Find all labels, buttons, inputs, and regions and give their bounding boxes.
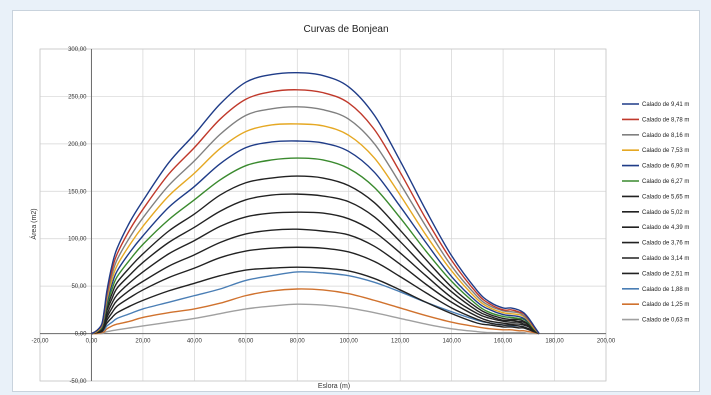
series-line: [91, 175, 540, 335]
legend-label: Calado de 9,41 m: [642, 102, 689, 108]
y-tick-labels: -50,00 0,00 50,00 100,00 150,00 200,00 250,00 3…: [68, 47, 87, 385]
x-tick-label: 40,00: [187, 339, 203, 345]
legend-label: Calado de 3,14 m: [642, 256, 689, 262]
legend-label: Calado de 4,39 m: [642, 225, 689, 231]
x-tick-label: 20,00: [135, 339, 151, 345]
y-tick-label: 50,00: [71, 284, 87, 290]
series-lines: [91, 71, 540, 335]
series-line: [91, 211, 540, 335]
legend-label: Calado de 7,53 m: [642, 148, 689, 154]
legend-label: Calado de 6,90 m: [642, 164, 689, 170]
x-tick-label: 60,00: [238, 339, 254, 345]
legend-label: Calado de 8,78 m: [642, 117, 689, 123]
legend-label: Calado de 5,65 m: [642, 194, 689, 200]
y-tick-label: 300,00: [68, 47, 87, 53]
x-tick-label: 80,00: [290, 339, 306, 345]
y-tick-label: 150,00: [68, 189, 87, 195]
x-tick-label: 160,00: [494, 339, 513, 345]
legend-label: Calado de 2,51 m: [642, 271, 689, 277]
series-line: [91, 271, 540, 335]
series-line: [91, 228, 540, 335]
plot-border: [39, 48, 607, 382]
y-tick-label: 100,00: [68, 237, 87, 243]
x-tick-label: 120,00: [391, 339, 410, 345]
y-axis-title: Área (m2): [29, 208, 38, 239]
x-tick-label: -20,00: [31, 339, 49, 345]
x-tick-label: 100,00: [340, 339, 359, 345]
x-tick-label: 0,00: [86, 339, 98, 345]
legend-label: Calado de 8,16 m: [642, 133, 689, 139]
series-line: [91, 140, 540, 335]
x-tick-label: 140,00: [442, 339, 461, 345]
series-line: [91, 266, 540, 335]
legend: Calado de 9,41 m Calado de 8,78 m Calado d…: [622, 102, 689, 324]
legend-label: Calado de 6,27 m: [642, 179, 689, 185]
x-axis-title: Eslora (m): [318, 383, 350, 390]
x-tick-label: 180,00: [545, 339, 564, 345]
y-tick-label: 0,00: [75, 332, 87, 338]
x-tick-label: 200,00: [597, 339, 616, 345]
axes: [39, 48, 607, 382]
series-line: [91, 157, 540, 335]
chart-title: Curvas de Bonjean: [303, 24, 388, 35]
series-line: [91, 193, 540, 335]
series-line: [91, 288, 540, 335]
bonjean-chart: Curvas de Bonjean -20,00 0,00 20,00 40,00 60…: [13, 11, 699, 391]
series-line: [91, 246, 540, 335]
legend-label: Calado de 1,88 m: [642, 287, 689, 293]
legend-label: Calado de 1,25 m: [642, 302, 689, 308]
legend-label: Calado de 0,63 m: [642, 318, 689, 324]
series-line: [91, 123, 540, 335]
series-line: [91, 89, 540, 335]
chart-frame: Curvas de Bonjean -20,00 0,00 20,00 40,00 60…: [12, 10, 700, 392]
series-line: [91, 106, 540, 335]
y-tick-label: 250,00: [68, 94, 87, 100]
x-tick-labels: -20,00 0,00 20,00 40,00 60,00 80,00 100,00 120,…: [31, 339, 615, 345]
series-line: [91, 303, 540, 335]
series-line: [91, 71, 540, 335]
legend-label: Calado de 3,76 m: [642, 241, 689, 247]
y-tick-label: 200,00: [68, 142, 87, 148]
legend-label: Calado de 5,02 m: [642, 210, 689, 216]
y-tick-label: -50,00: [69, 379, 87, 385]
